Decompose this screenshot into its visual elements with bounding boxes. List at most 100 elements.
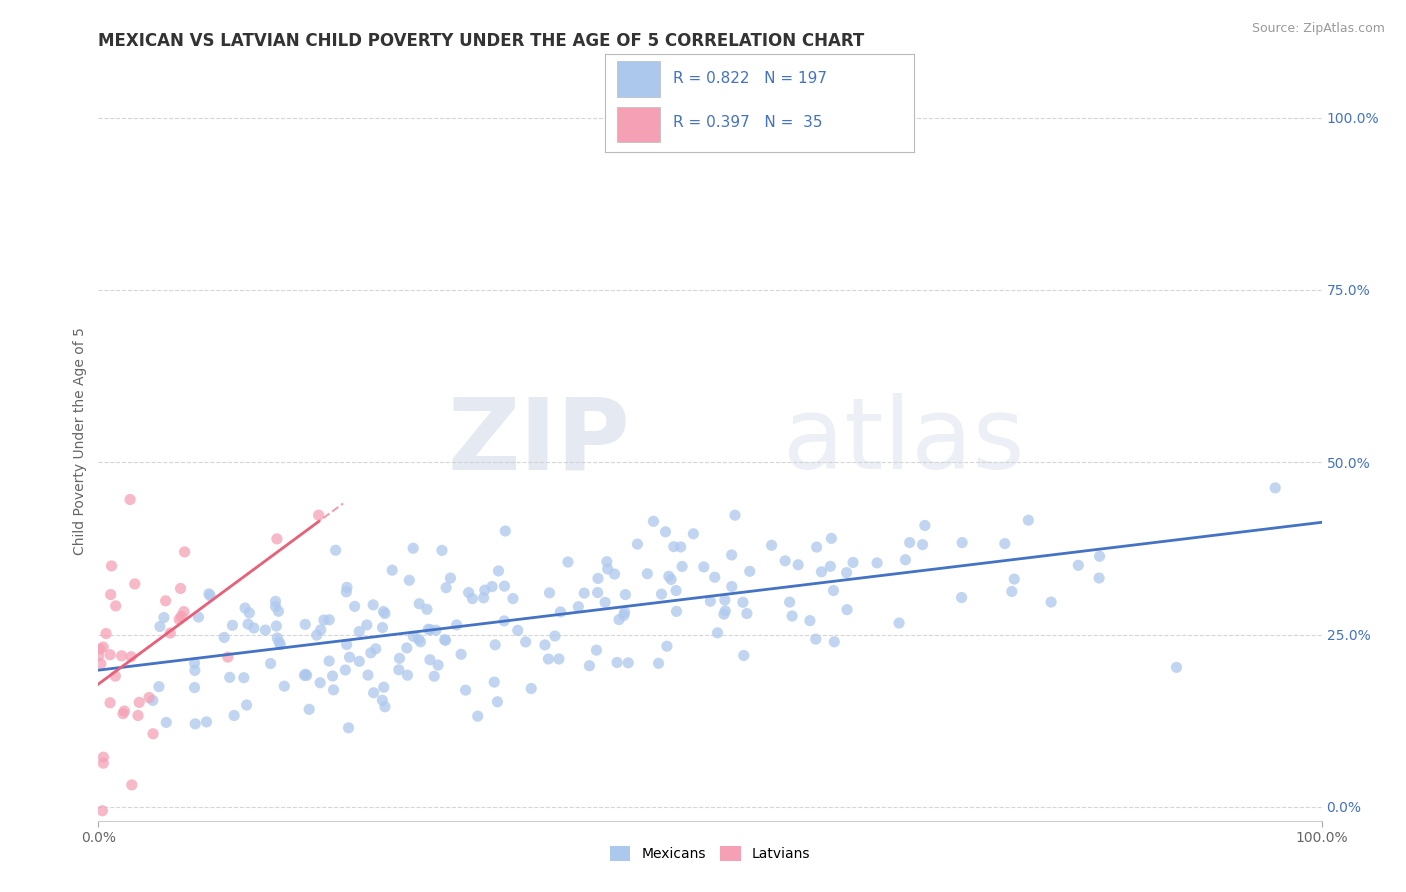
- Point: [488, 564, 510, 578]
- Point: [550, 605, 572, 619]
- Point: [298, 702, 321, 716]
- Point: [360, 646, 382, 660]
- Point: [866, 556, 889, 570]
- Point: [682, 526, 704, 541]
- Point: [91, 640, 114, 654]
- Point: [87, 648, 110, 663]
- Point: [724, 508, 747, 523]
- Point: [322, 682, 344, 697]
- Point: [91, 804, 114, 818]
- Point: [167, 612, 190, 626]
- Point: [820, 559, 842, 574]
- Text: ZIP: ZIP: [447, 393, 630, 490]
- Point: [336, 580, 359, 594]
- Point: [606, 656, 628, 670]
- Point: [374, 607, 396, 621]
- Point: [264, 594, 287, 608]
- Point: [804, 632, 827, 647]
- Point: [820, 532, 842, 546]
- Point: [269, 638, 291, 652]
- Point: [94, 626, 117, 640]
- Point: [720, 580, 742, 594]
- Point: [472, 591, 495, 605]
- Point: [364, 641, 387, 656]
- Point: [806, 540, 828, 554]
- Point: [357, 668, 380, 682]
- Point: [100, 588, 122, 602]
- Point: [699, 594, 721, 608]
- Point: [548, 652, 571, 666]
- Point: [1166, 660, 1188, 674]
- Point: [1040, 595, 1063, 609]
- Point: [142, 727, 165, 741]
- Point: [714, 593, 737, 607]
- Point: [371, 621, 394, 635]
- Point: [671, 559, 693, 574]
- Point: [538, 586, 561, 600]
- Point: [434, 581, 457, 595]
- Point: [184, 664, 207, 678]
- Point: [887, 615, 910, 630]
- Point: [603, 567, 626, 582]
- Point: [104, 669, 127, 683]
- Point: [335, 663, 357, 677]
- Point: [371, 693, 394, 707]
- Point: [914, 518, 936, 533]
- Point: [613, 605, 636, 619]
- Point: [120, 492, 142, 507]
- Y-axis label: Child Poverty Under the Age of 5: Child Poverty Under the Age of 5: [73, 327, 87, 556]
- Point: [482, 675, 505, 690]
- Point: [894, 553, 917, 567]
- Point: [388, 663, 411, 677]
- Point: [433, 632, 456, 647]
- Point: [557, 555, 579, 569]
- Point: [593, 595, 616, 609]
- Point: [138, 690, 160, 705]
- Point: [155, 715, 177, 730]
- Point: [474, 583, 496, 598]
- Point: [305, 628, 328, 642]
- Point: [586, 585, 609, 599]
- Point: [1002, 572, 1025, 586]
- Point: [596, 562, 619, 576]
- Point: [153, 610, 176, 624]
- Text: R = 0.397   N =  35: R = 0.397 N = 35: [672, 115, 823, 130]
- Point: [1088, 571, 1111, 585]
- Point: [408, 597, 430, 611]
- Point: [486, 695, 509, 709]
- Point: [349, 624, 371, 639]
- Point: [218, 670, 240, 684]
- Point: [450, 648, 472, 662]
- Point: [243, 621, 266, 635]
- Point: [731, 595, 754, 609]
- Point: [381, 563, 404, 577]
- Point: [659, 573, 682, 587]
- Point: [267, 604, 290, 618]
- Point: [534, 638, 557, 652]
- Point: [259, 657, 281, 671]
- Point: [398, 574, 420, 588]
- Point: [733, 648, 755, 663]
- Point: [461, 591, 484, 606]
- Point: [494, 614, 516, 628]
- Point: [761, 538, 783, 552]
- Point: [318, 654, 340, 668]
- Point: [537, 652, 560, 666]
- Point: [170, 609, 193, 624]
- Point: [402, 541, 425, 556]
- Point: [198, 587, 221, 601]
- Point: [155, 594, 177, 608]
- Point: [112, 706, 135, 721]
- Point: [735, 607, 758, 621]
- Point: [110, 648, 132, 663]
- Point: [373, 680, 395, 694]
- Point: [714, 604, 737, 618]
- Point: [655, 639, 678, 653]
- Point: [835, 566, 858, 580]
- Point: [506, 624, 529, 638]
- Point: [343, 599, 366, 614]
- Point: [238, 606, 260, 620]
- Point: [430, 543, 453, 558]
- Point: [502, 591, 524, 606]
- Point: [1088, 549, 1111, 564]
